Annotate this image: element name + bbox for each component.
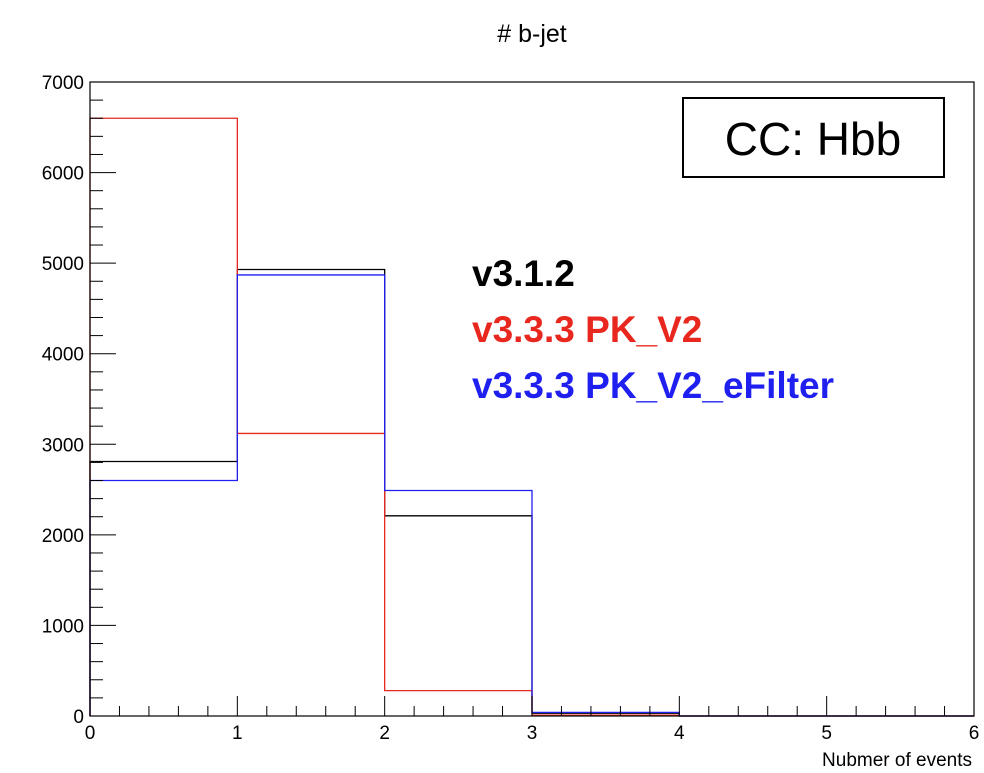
annotation-frame (682, 97, 945, 178)
legend-entry-3: v3.3.3 PK_V2_eFilter (472, 365, 834, 406)
x-tick-label: 4 (674, 723, 685, 744)
x-tick-label: 1 (232, 723, 243, 744)
y-tick-label: 2000 (42, 526, 84, 547)
legend-entry-1: v3.1.2 (472, 253, 575, 294)
x-tick-label: 5 (821, 723, 832, 744)
chart-title: # b-jet (497, 20, 567, 48)
y-tick-label: 6000 (42, 164, 84, 185)
x-axis-label: Nubmer of events (822, 750, 972, 771)
x-tick-label: 3 (527, 723, 538, 744)
y-tick-label: 1000 (42, 616, 84, 637)
annotation-text: CC: Hbb (725, 113, 901, 165)
legend: v3.1.2 v3.3.3 PK_V2 v3.3.3 PK_V2_eFilter (472, 253, 834, 406)
x-tick-label: 0 (85, 723, 96, 744)
ticks-layer: 0 1 2 3 4 5 6 0 1000 2000 3000 4000 5000 6000 7000 (42, 73, 980, 744)
y-tick-label: 3000 (42, 435, 84, 456)
y-tick-label: 7000 (42, 73, 84, 94)
y-tick-label: 5000 (42, 254, 84, 275)
y-tick-label: 0 (73, 707, 84, 728)
annotation-box: CC: Hbb (682, 97, 945, 178)
x-tick-label: 6 (969, 723, 980, 744)
x-tick-label: 2 (379, 723, 390, 744)
series-layer (89, 117, 974, 717)
legend-entry-2: v3.3.3 PK_V2 (472, 309, 702, 350)
y-tick-label: 4000 (42, 345, 84, 366)
